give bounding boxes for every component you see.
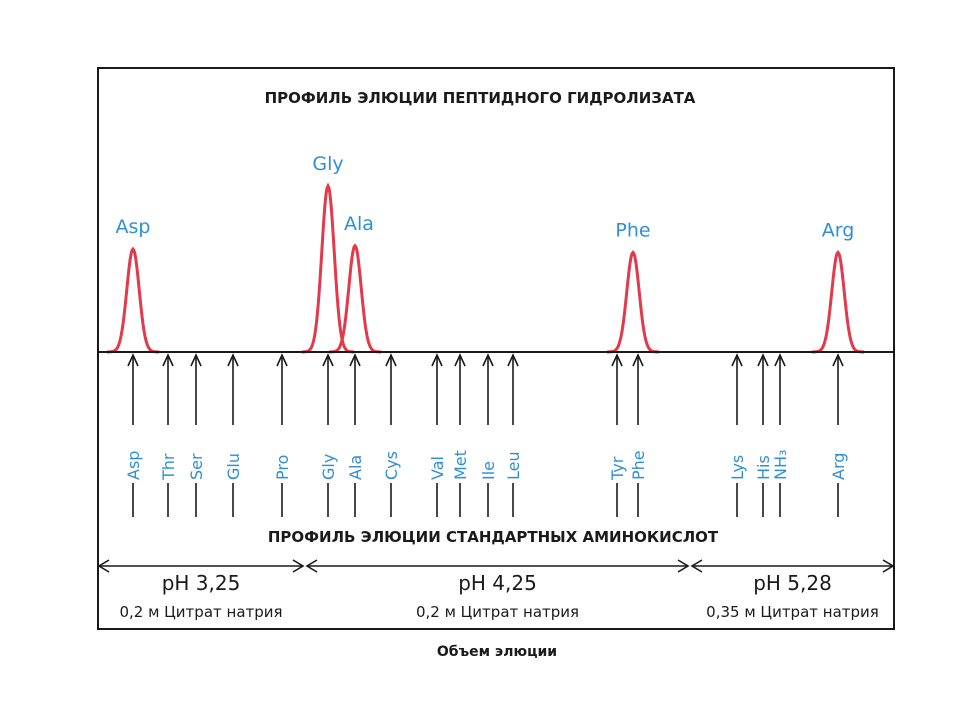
- peptide-profile-title: ПРОФИЛЬ ЭЛЮЦИИ ПЕПТИДНОГО ГИДРОЛИЗАТА: [265, 89, 696, 107]
- standard-marker: Pro: [273, 353, 292, 517]
- buffer-segment: pH 5,28 0,35 м Цитрат натрия: [690, 559, 895, 621]
- peak-ala: [329, 243, 381, 354]
- segment-buffer: 0,35 м Цитрат натрия: [706, 603, 879, 621]
- arrow-head-icon: [385, 353, 397, 367]
- arrow-right-icon: [677, 559, 690, 573]
- arrow-left-icon: [690, 559, 703, 573]
- standard-marker: Leu: [504, 353, 523, 517]
- arrow-right-icon: [292, 559, 305, 573]
- standard-marker: Ser: [187, 353, 206, 517]
- standard-marker: Lys: [728, 353, 747, 517]
- standard-label: Thr: [159, 453, 178, 481]
- diagram-frame: [97, 67, 895, 630]
- standard-marker: Thr: [159, 353, 178, 517]
- peak-profile: Asp Gly Ala Phe Arg: [107, 153, 864, 354]
- segment-buffer: 0,2 м Цитрат натрия: [416, 603, 579, 621]
- standard-label: Val: [428, 456, 447, 480]
- peak-label-gly: Gly: [312, 153, 343, 175]
- standard-marker: Arg: [829, 353, 848, 517]
- standard-label: Pro: [273, 455, 292, 480]
- standard-marker: Cys: [382, 353, 401, 517]
- arrow-head-icon: [227, 353, 239, 367]
- standard-label: Leu: [504, 451, 523, 480]
- arrow-right-icon: [882, 559, 895, 573]
- segment-ph: pH 4,25: [458, 571, 537, 595]
- arrow-head-icon: [757, 353, 769, 367]
- arrow-head-icon: [431, 353, 443, 367]
- peak-label-arg: Arg: [822, 219, 855, 241]
- standard-marker: Asp: [124, 353, 143, 517]
- standard-label: Arg: [829, 453, 848, 480]
- arrow-head-icon: [190, 353, 202, 367]
- standard-label: Tyr: [608, 456, 627, 481]
- standard-marker: Glu: [224, 353, 243, 517]
- arrow-head-icon: [454, 353, 466, 367]
- standard-label: Gly: [319, 454, 338, 480]
- peak-asp: [107, 246, 159, 354]
- standard-label: Asp: [124, 451, 143, 480]
- arrow-head-icon: [162, 353, 174, 367]
- peak-label-phe: Phe: [615, 219, 650, 241]
- arrow-left-icon: [305, 559, 318, 573]
- standard-marker: Ala: [346, 353, 365, 517]
- arrow-head-icon: [611, 353, 623, 367]
- standard-marker: His: [754, 353, 773, 517]
- standard-marker: Phe: [629, 353, 648, 517]
- peak-label-asp: Asp: [116, 216, 151, 238]
- arrow-head-icon: [349, 353, 361, 367]
- standard-label: Cys: [382, 451, 401, 480]
- arrow-head-icon: [832, 353, 844, 367]
- arrow-head-icon: [127, 353, 139, 367]
- standard-label: Ile: [479, 461, 498, 480]
- standard-label: NH₃: [771, 450, 790, 480]
- arrow-head-icon: [322, 353, 334, 367]
- arrow-head-icon: [774, 353, 786, 367]
- arrow-head-icon: [731, 353, 743, 367]
- standard-marker: Ile: [479, 353, 498, 517]
- standard-label: Met: [451, 450, 470, 480]
- standard-marker: Gly: [319, 353, 338, 517]
- peak-gly: [302, 182, 354, 354]
- standard-label: His: [754, 455, 773, 480]
- buffer-segment: pH 4,25 0,2 м Цитрат натрия: [305, 559, 690, 621]
- standard-marker: NH₃: [771, 353, 790, 517]
- segment-buffer: 0,2 м Цитрат натрия: [119, 603, 282, 621]
- segment-ph: pH 3,25: [162, 571, 241, 595]
- standard-label: Ala: [346, 455, 365, 480]
- standard-marker: Val: [428, 353, 447, 517]
- standard-marker: Met: [451, 353, 470, 517]
- peak-arg: [812, 249, 864, 354]
- segment-ph: pH 5,28: [753, 571, 832, 595]
- x-axis-caption: Объем элюции: [437, 644, 557, 660]
- arrow-head-icon: [276, 353, 288, 367]
- standard-arrows: Asp Thr Ser Glu Pro Gly Ala Cys Val Met Ile Leu Tyr P…: [124, 353, 848, 517]
- standard-marker: Tyr: [608, 353, 627, 517]
- peak-label-ala: Ala: [344, 213, 374, 235]
- peak-phe: [607, 249, 659, 354]
- standard-label: Ser: [187, 453, 206, 480]
- arrow-head-icon: [632, 353, 644, 367]
- arrow-head-icon: [482, 353, 494, 367]
- arrow-head-icon: [507, 353, 519, 367]
- standard-label: Glu: [224, 453, 243, 480]
- arrow-left-icon: [97, 559, 110, 573]
- buffer-segments: pH 3,25 0,2 м Цитрат натрия pH 4,25 0,2 м Ц…: [97, 559, 895, 621]
- buffer-segment: pH 3,25 0,2 м Цитрат натрия: [97, 559, 305, 621]
- standard-profile-title: ПРОФИЛЬ ЭЛЮЦИИ СТАНДАРТНЫХ АМИНОКИСЛОТ: [268, 528, 719, 546]
- standard-label: Phe: [629, 450, 648, 480]
- standard-label: Lys: [728, 455, 747, 480]
